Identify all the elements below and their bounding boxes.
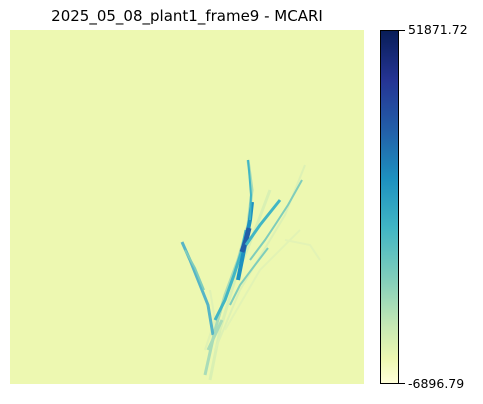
- mcari-heatmap: [10, 30, 364, 384]
- leaf-left-2: [184, 249, 205, 291]
- plant-canopy: [180, 159, 321, 381]
- leaf-upper-right: [244, 199, 282, 246]
- leaf-tip: [247, 159, 253, 221]
- colorbar-max-label: 51871.72: [408, 22, 468, 37]
- colorbar-min-tick: [399, 383, 405, 384]
- leaf-upper-right-2: [249, 179, 303, 261]
- leaf-lower: [206, 319, 224, 351]
- colorbar: [380, 30, 399, 384]
- faint-leaf-5: [284, 239, 321, 261]
- colorbar-max-tick: [399, 30, 405, 31]
- heatmap-background: [10, 30, 364, 384]
- colorbar-min-label: -6896.79: [408, 376, 465, 391]
- faint-leaf-2: [214, 164, 306, 351]
- faint-leaf-3: [224, 229, 301, 331]
- figure-title: 2025_05_08_plant1_frame9 - MCARI: [51, 7, 323, 25]
- leaf-lower-right: [229, 247, 269, 306]
- leaf-core-dark: [239, 227, 252, 253]
